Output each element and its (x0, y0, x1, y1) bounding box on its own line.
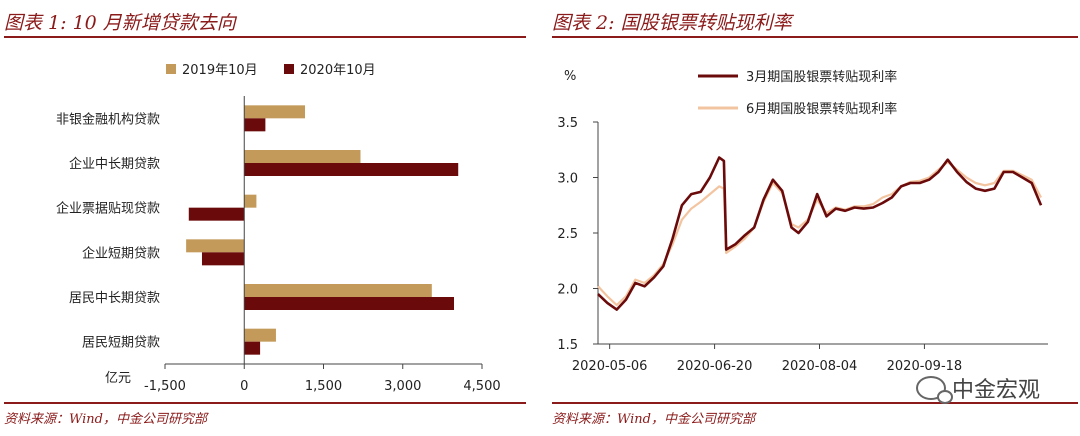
bar (244, 328, 276, 342)
category-label: 非银金融机构贷款 (56, 111, 160, 127)
right-source-note: 资料来源：Wind，中金公司研究部 (552, 412, 755, 427)
left-chart-title: 图表 1: 10 月新增贷款去向 (4, 12, 236, 34)
x-tick-label: 4,500 (463, 379, 500, 394)
x-tick-label: 1,500 (305, 379, 342, 394)
x-unit-label: 亿元 (105, 371, 131, 386)
category-label: 企业短期贷款 (82, 245, 160, 261)
right-title-rule (552, 36, 1078, 38)
x-tick-label: 0 (240, 379, 248, 394)
x-tick-label: 2020-05-06 (572, 359, 648, 374)
y-unit-label: % (564, 69, 576, 84)
y-tick-label: 2.5 (557, 227, 578, 242)
bar (244, 194, 257, 208)
category-label: 居民短期贷款 (82, 336, 160, 351)
bar (244, 163, 459, 176)
watermark: 中金宏观 (915, 372, 1040, 404)
bar (186, 239, 245, 253)
left-title-rule (4, 36, 526, 38)
y-tick-label: 1.5 (557, 338, 578, 353)
x-tick-label: 2020-09-18 (887, 359, 963, 374)
right-panel: 图表 2: 国股银票转贴现利率 % 1.5 2.0 2.5 3.0 3.5 2020-05-… (548, 0, 1080, 436)
series-line-3m (597, 156, 1043, 311)
legend-label-1: 2020年10月 (300, 63, 376, 78)
legend-swatch-0 (166, 64, 176, 74)
bar (244, 118, 266, 132)
legend-label-1: 6月期国股银票转贴现利率 (746, 101, 897, 117)
watermark-text: 中金宏观 (951, 378, 1040, 403)
series-line-6m (597, 160, 1042, 307)
bar (188, 207, 245, 221)
x-tick-label: 2020-08-04 (782, 359, 858, 374)
bar (244, 341, 261, 355)
bar (244, 297, 454, 310)
bar (201, 252, 245, 266)
x-tick-label: 2020-06-20 (677, 359, 753, 374)
x-tick-label: -1,500 (144, 379, 186, 394)
left-source-note: 资料来源：Wind，中金公司研究部 (4, 412, 207, 427)
category-label: 企业中长期贷款 (69, 156, 160, 172)
left-source-rule (4, 402, 526, 404)
y-tick-label: 3.5 (557, 116, 578, 131)
y-tick-label: 2.0 (557, 283, 578, 298)
x-tick-label: 3,000 (384, 379, 421, 394)
legend-label-0: 2019年10月 (182, 63, 258, 78)
y-tick-label: 3.0 (557, 172, 578, 187)
bar (244, 105, 306, 119)
legend-swatch-1 (284, 64, 294, 74)
category-label: 居民中长期贷款 (69, 291, 160, 306)
right-source-rule (552, 402, 1078, 404)
bar (244, 150, 361, 163)
left-panel: 图表 1: 10 月新增贷款去向 2019年10月 2020年10月非银金融机构贷… (0, 0, 528, 436)
bar (244, 284, 432, 297)
wechat-icon (915, 376, 953, 404)
discount-rate-line-chart: % 1.5 2.0 2.5 3.0 3.5 2020-05-06 2020-06-20 2020… (557, 69, 1048, 374)
legend-label-0: 3月期国股银票转贴现利率 (746, 69, 897, 85)
category-label: 企业票据贴现贷款 (56, 201, 160, 217)
loan-allocation-bar-chart: 2019年10月 2020年10月非银金融机构贷款企业中长期贷款企业票据贴现贷款企… (56, 63, 501, 394)
right-chart-title: 图表 2: 国股银票转贴现利率 (552, 12, 792, 34)
